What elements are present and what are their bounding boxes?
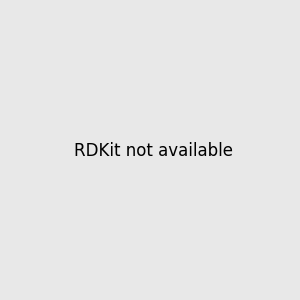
Text: RDKit not available: RDKit not available xyxy=(74,142,233,160)
